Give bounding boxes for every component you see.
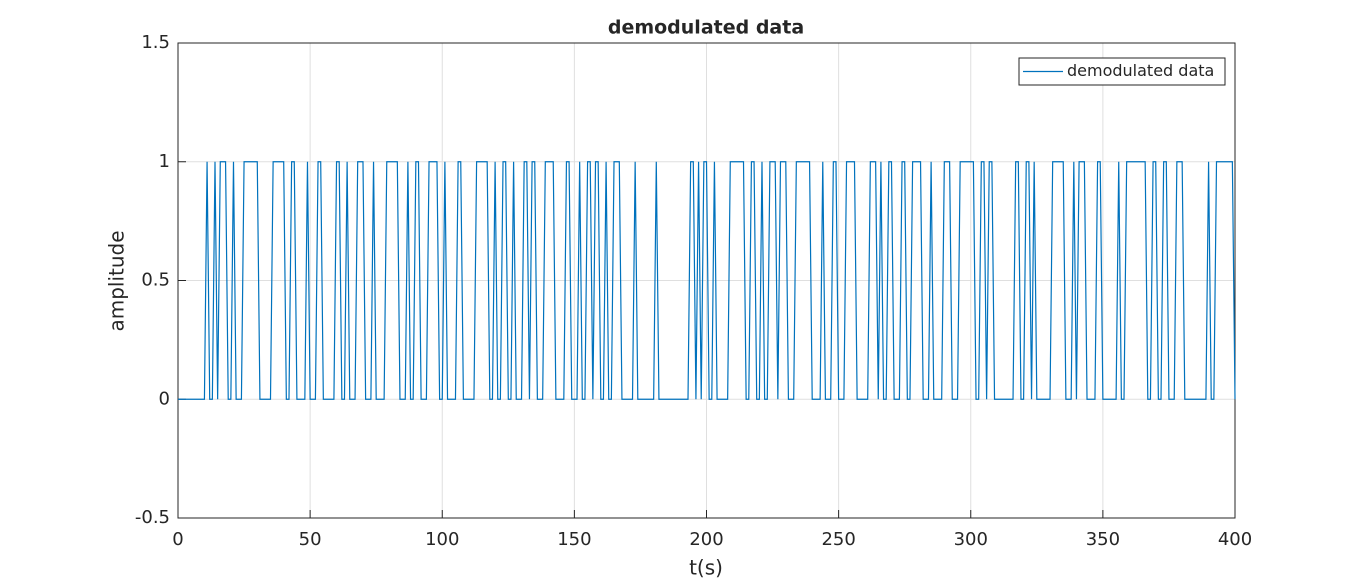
- x-tick-label: 0: [172, 529, 183, 550]
- y-axis-label: amplitude: [105, 230, 129, 331]
- y-tick-label: 0.5: [141, 270, 170, 291]
- x-tick-label: 150: [557, 529, 591, 550]
- x-tick-label: 300: [954, 529, 988, 550]
- y-tick-label: -0.5: [135, 507, 170, 528]
- y-tick-label: 0: [159, 388, 170, 409]
- x-tick-label: 400: [1218, 529, 1252, 550]
- x-tick-label: 350: [1086, 529, 1120, 550]
- legend-label: demodulated data: [1067, 61, 1214, 80]
- x-tick-label: 250: [821, 529, 855, 550]
- plot-frame: [177, 42, 1236, 519]
- x-tick-label: 100: [425, 529, 459, 550]
- x-tick-label: 200: [689, 529, 723, 550]
- y-tick-label: 1: [159, 151, 170, 172]
- y-tick-label: 1.5: [141, 32, 170, 53]
- x-tick-label: 50: [299, 529, 322, 550]
- x-axis-label: t(s): [689, 556, 723, 580]
- data-line: [178, 161, 1236, 400]
- chart-title: demodulated data: [608, 17, 804, 39]
